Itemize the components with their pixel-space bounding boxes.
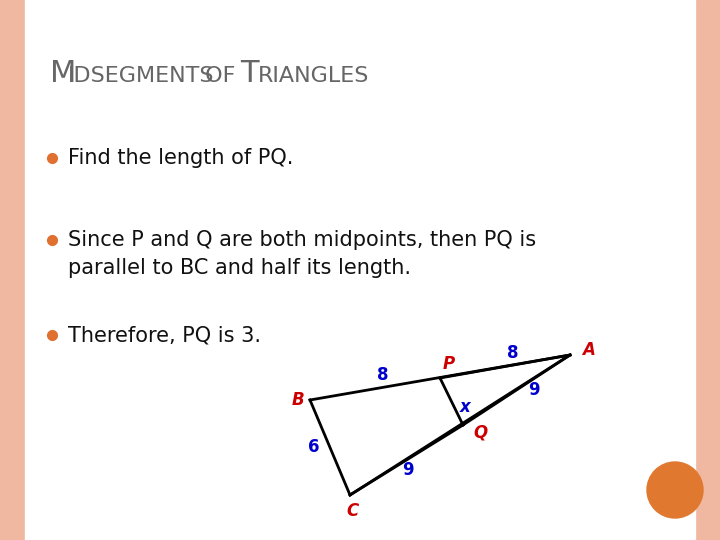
Text: IDSEGMENTS: IDSEGMENTS: [68, 66, 215, 86]
Text: x: x: [459, 399, 470, 416]
Text: M: M: [50, 59, 76, 88]
Text: 8: 8: [377, 366, 389, 384]
Text: T: T: [240, 59, 258, 88]
Circle shape: [647, 462, 703, 518]
Text: 9: 9: [528, 381, 540, 399]
Text: Q: Q: [473, 424, 487, 442]
Text: 8: 8: [507, 343, 518, 361]
Text: C: C: [346, 502, 359, 520]
Bar: [695, 0, 720, 540]
Text: B: B: [292, 391, 305, 409]
Text: Since P and Q are both midpoints, then PQ is: Since P and Q are both midpoints, then P…: [68, 230, 536, 250]
Text: A: A: [582, 341, 595, 359]
Text: P: P: [443, 355, 455, 373]
Text: OF: OF: [198, 66, 243, 86]
Text: parallel to BC and half its length.: parallel to BC and half its length.: [68, 258, 411, 278]
Text: 6: 6: [308, 438, 320, 456]
Text: RIANGLES: RIANGLES: [258, 66, 369, 86]
Text: Find the length of PQ.: Find the length of PQ.: [68, 148, 293, 168]
Text: Therefore, PQ is 3.: Therefore, PQ is 3.: [68, 325, 261, 345]
Text: 9: 9: [402, 461, 414, 479]
Bar: [0, 0, 25, 540]
